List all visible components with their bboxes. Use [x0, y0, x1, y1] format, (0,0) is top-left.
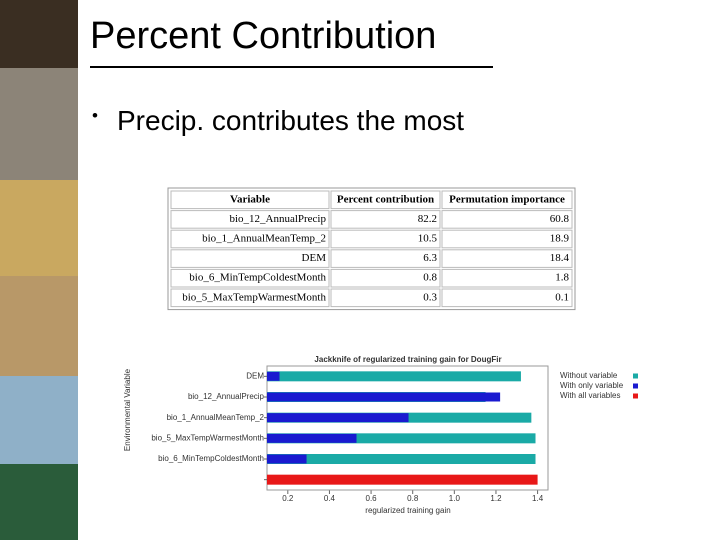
table-cell-text: 0.8	[423, 272, 437, 284]
image	[0, 376, 78, 464]
table-header: Permutation importance	[449, 193, 565, 205]
y-tick-label: bio_5_MaxTempWarmestMonth	[151, 433, 264, 442]
table-cell	[170, 268, 330, 288]
table-cell	[330, 268, 441, 288]
legend-label: With all variables	[560, 391, 620, 400]
bar	[267, 433, 357, 443]
y-tick-label: bio_6_MinTempColdestMonth	[158, 454, 264, 463]
table-cell-text: 82.2	[418, 213, 437, 225]
y-tick-label: bio_1_AnnualMeanTemp_2	[167, 413, 265, 422]
table-cell	[441, 288, 573, 308]
bullet: Precip. contributes the most	[117, 105, 464, 136]
table-cell-text: 18.4	[550, 252, 570, 264]
table-cell-text: 1.8	[555, 272, 569, 284]
table-cell	[441, 229, 573, 249]
table-cell	[330, 229, 441, 249]
table-cell-text: bio_12_AnnualPrecip	[229, 213, 326, 225]
legend-label: With only variable	[560, 381, 624, 390]
bar	[267, 474, 538, 485]
table-cell	[441, 190, 573, 210]
table-cell	[441, 249, 573, 268]
x-tick-label: 1.2	[490, 494, 502, 503]
table: Variable Percent contribution Permutation …	[167, 187, 576, 311]
table-cell-text: 10.5	[418, 233, 438, 245]
bar	[267, 454, 307, 464]
y-axis-label: Environmental Variable	[123, 368, 132, 451]
y-tick-label: DEM	[246, 371, 264, 380]
table-cell-text: 0.1	[555, 291, 569, 303]
x-tick-label: 0.6	[366, 494, 378, 503]
bar	[267, 371, 521, 382]
table-cell	[170, 288, 330, 308]
bar	[267, 433, 536, 444]
image	[0, 68, 78, 180]
bar	[267, 454, 536, 464]
table-cell	[170, 249, 330, 268]
bar	[267, 371, 280, 381]
image	[0, 180, 78, 276]
legend-label: Without variable	[560, 371, 618, 380]
legend-swatch	[633, 383, 638, 389]
table-cell	[330, 249, 441, 268]
y-tick-label: bio_12_AnnualPrecip	[188, 392, 265, 401]
table-cell-text: bio_5_MaxTempWarmestMonth	[182, 291, 326, 303]
bar	[267, 413, 409, 423]
image	[0, 464, 78, 540]
x-tick-label: 0.8	[407, 494, 419, 503]
x-tick-label: 1.0	[449, 494, 461, 503]
table-cell	[330, 210, 441, 229]
table-cell	[330, 288, 441, 308]
table-header: Percent contribution	[337, 193, 434, 205]
chart-title: Jackknife of regularized training gain f…	[314, 355, 501, 364]
legend-swatch	[633, 393, 638, 399]
table-cell	[330, 190, 441, 210]
table-header: Variable	[230, 193, 270, 205]
x-tick-label: 1.4	[532, 494, 544, 503]
image-strip	[0, 0, 78, 540]
x-tick-label: 0.2	[282, 494, 294, 503]
table-cell	[170, 210, 330, 229]
table-cell	[170, 190, 330, 210]
image	[0, 276, 78, 376]
legend-swatch	[633, 373, 638, 379]
chart: Jackknife of regularized training gain f…	[123, 355, 638, 515]
table-cell-text: 0.3	[423, 291, 437, 303]
table-cell	[441, 210, 573, 229]
table-cell-text: bio_6_MinTempColdestMonth	[189, 272, 326, 284]
bullet-dot: •	[92, 106, 98, 125]
table-cell-text: DEM	[302, 252, 327, 264]
x-tick-label: 0.4	[324, 494, 336, 503]
table-cell	[170, 229, 330, 249]
table-cell-text: bio_1_AnnualMeanTemp_2	[202, 233, 326, 245]
image	[0, 0, 78, 68]
x-axis-label: regularized training gain	[365, 506, 450, 515]
slide-title: Percent Contribution	[90, 15, 436, 57]
table-cell-text: 60.8	[550, 213, 570, 225]
table-cell	[441, 268, 573, 288]
bar	[267, 392, 501, 402]
table-cell-text: 18.9	[550, 233, 570, 245]
plot-frame	[266, 365, 549, 491]
table-cell-text: 6.3	[423, 252, 437, 264]
